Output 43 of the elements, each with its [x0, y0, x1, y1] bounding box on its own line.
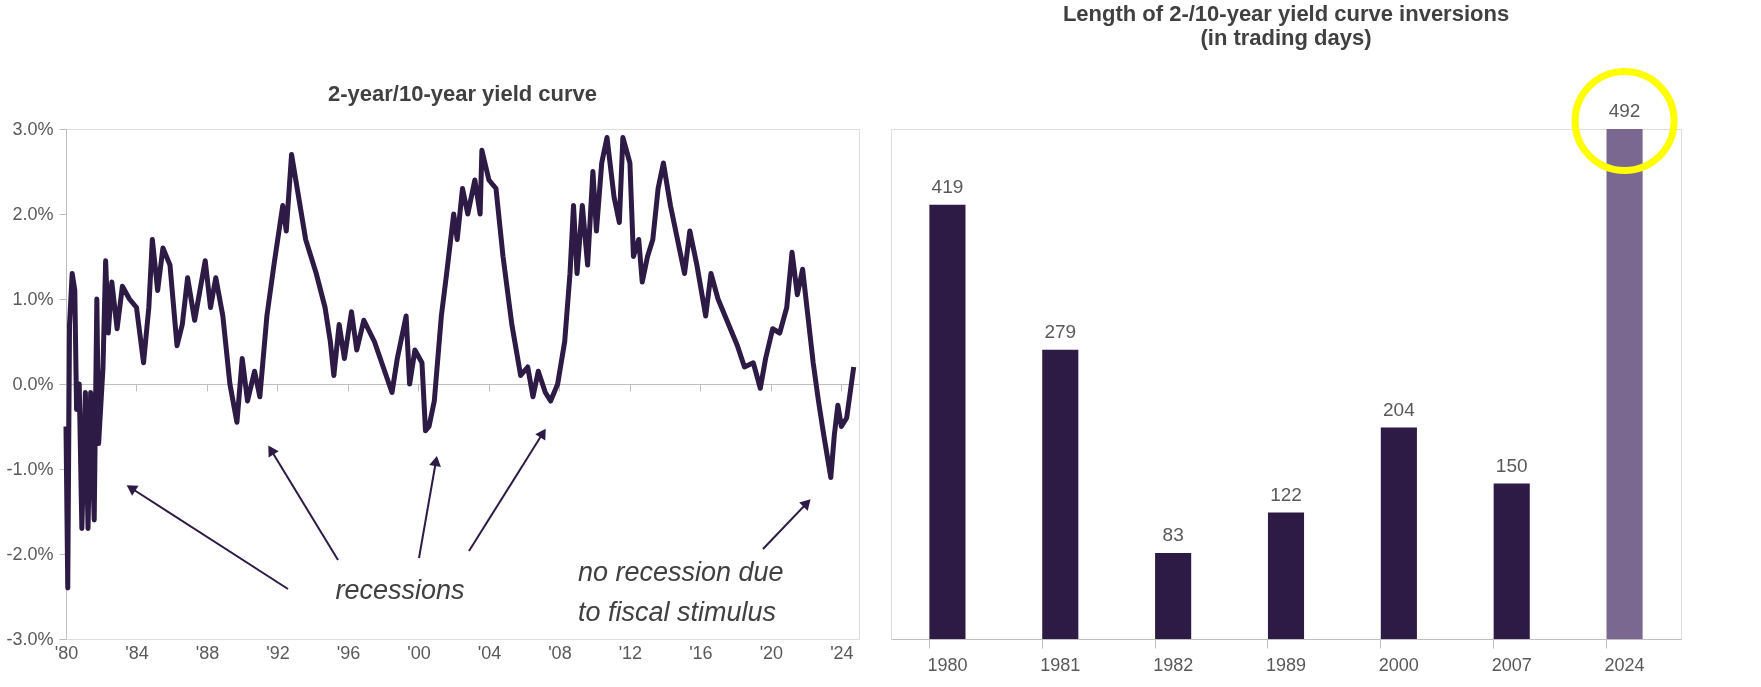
bar: [1380, 427, 1417, 639]
data-label: 279: [1044, 320, 1077, 342]
y-tick-label: 1.0%: [12, 288, 54, 309]
data-label: 492: [1608, 100, 1641, 121]
x-tick-label: '16: [689, 642, 713, 663]
x-tick-label: 2000: [1378, 654, 1419, 675]
y-tick-label: -1.0%: [6, 458, 54, 479]
x-tick-label: 1981: [1040, 654, 1081, 675]
x-tick-label: 2024: [1604, 654, 1645, 675]
bar: [1267, 512, 1305, 639]
x-tick-label: '00: [407, 642, 431, 663]
x-tick-label: 1989: [1265, 654, 1307, 675]
bar: [1155, 552, 1192, 639]
x-tick-label: '08: [548, 642, 572, 663]
x-tick-label: '80: [54, 642, 79, 663]
x-tick-label: '84: [125, 642, 149, 663]
annotation: no recession due to fiscal stimulus: [578, 557, 784, 627]
x-tick-label: '20: [759, 642, 784, 663]
data-label: 419: [931, 175, 964, 197]
y-tick-label: 2.0%: [12, 203, 54, 224]
annotation: recessions: [335, 575, 465, 605]
y-tick-label: 0.0%: [12, 373, 54, 394]
y-tick-label: 3.0%: [12, 118, 54, 139]
x-tick-label: '88: [195, 642, 220, 663]
y-tick-label: -2.0%: [6, 543, 54, 564]
x-tick-label: '04: [477, 642, 502, 663]
chart-title: 2-year/10-year yield curve: [327, 81, 598, 106]
x-tick-label: '96: [336, 642, 361, 663]
bar: [929, 204, 966, 639]
x-tick-label: '12: [618, 642, 643, 663]
x-tick-label: 1982: [1153, 654, 1194, 675]
x-tick-label: 2007: [1491, 654, 1532, 675]
x-tick-label: '92: [266, 642, 290, 663]
x-tick-label: '24: [830, 642, 854, 663]
data-label: 204: [1383, 398, 1416, 420]
x-tick-label: 1980: [927, 654, 968, 675]
y-tick-label: -3.0%: [6, 628, 54, 649]
data-label: 83: [1162, 523, 1184, 545]
chart-title: Length of 2-/10-year yield curve inversions (in trading days): [1062, 0, 1510, 50]
data-label: 150: [1495, 454, 1528, 476]
bar: [1042, 349, 1079, 639]
bar: [1493, 483, 1530, 639]
data-label: 122: [1270, 483, 1302, 505]
